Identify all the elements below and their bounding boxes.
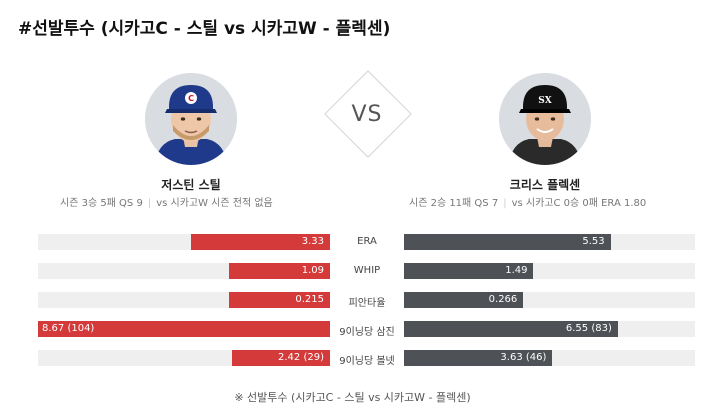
stat-label: 피안타율 xyxy=(348,298,386,309)
svg-text:SX: SX xyxy=(538,96,551,106)
right-player-photo-image: SX xyxy=(499,73,591,165)
stat-row-batting-avg-against: 0.215 피안타율 0.266 xyxy=(38,292,695,309)
left-season-record: 시즌 3승 5패 QS 9 xyxy=(60,198,143,209)
left-stat-bar: 3.33 xyxy=(191,234,330,250)
left-stat-value: 1.09 xyxy=(301,265,324,276)
right-vs-record: vs 시카고C 0승 0패 ERA 1.80 xyxy=(511,198,647,209)
left-player-photo: C xyxy=(145,73,237,165)
left-bar-track: 3.33 xyxy=(38,234,330,250)
record-separator: | xyxy=(147,198,152,209)
left-stat-value: 2.42 (29) xyxy=(278,352,324,363)
stat-label: 9이닝당 볼넷 xyxy=(339,356,395,367)
left-stat-value: 0.215 xyxy=(295,294,324,305)
left-vs-record: vs 시카고W 시즌 전적 없음 xyxy=(156,198,273,209)
right-stat-bar: 1.49 xyxy=(404,263,534,279)
left-bar-track: 1.09 xyxy=(38,263,330,279)
right-bar-track: 6.55 (83) xyxy=(404,321,695,337)
right-stat-value: 0.266 xyxy=(488,294,518,305)
right-player-photo: SX xyxy=(499,73,591,165)
left-player-photo-image: C xyxy=(145,73,237,165)
left-stat-value: 8.67 (104) xyxy=(42,323,95,334)
left-stat-bar: 0.215 xyxy=(229,292,330,308)
svg-text:C: C xyxy=(188,94,194,103)
left-stat-bar: 8.67 (104) xyxy=(38,321,330,337)
left-bar-track: 8.67 (104) xyxy=(38,321,330,337)
left-stat-value: 3.33 xyxy=(301,236,324,247)
left-bar-track: 2.42 (29) xyxy=(38,350,330,366)
right-bar-track: 1.49 xyxy=(404,263,695,279)
left-stat-bar: 1.09 xyxy=(229,263,330,279)
right-player-record: 시즌 2승 11패 QS 7 | vs 시카고C 0승 0패 ERA 1.80 xyxy=(409,194,646,209)
stat-label: WHIP xyxy=(353,265,381,276)
right-bar-track: 0.266 xyxy=(404,292,695,308)
stat-row-era: 3.33 ERA 5.53 xyxy=(38,234,695,250)
right-stat-value: 6.55 (83) xyxy=(565,323,612,334)
footnote: ※ 선발투수 (시카고C - 스틸 vs 시카고W - 플렉센) xyxy=(234,391,471,404)
stat-label: 9이닝당 삼진 xyxy=(339,327,395,338)
right-stat-value: 3.63 (46) xyxy=(500,352,547,363)
right-stat-bar: 0.266 xyxy=(404,292,524,308)
stat-row-whip: 1.09 WHIP 1.49 xyxy=(38,263,695,279)
right-bar-track: 5.53 xyxy=(404,234,695,250)
stat-row-k9: 8.67 (104) 9이닝당 삼진 6.55 (83) xyxy=(38,321,695,338)
right-season-record: 시즌 2승 11패 QS 7 xyxy=(409,198,499,209)
page-title: #선발투수 (시카고C - 스틸 vs 시카고W - 플렉센) xyxy=(18,19,391,39)
stat-label: ERA xyxy=(357,236,377,247)
right-stat-bar: 3.63 (46) xyxy=(404,350,553,366)
left-player-name[interactable]: 저스틴 스틸 xyxy=(161,178,221,192)
right-stat-bar: 5.53 xyxy=(404,234,611,250)
right-stat-value: 5.53 xyxy=(582,236,605,247)
right-player-name[interactable]: 크리스 플렉센 xyxy=(509,178,581,192)
right-bar-track: 3.63 (46) xyxy=(404,350,695,366)
right-stat-value: 1.49 xyxy=(505,265,528,276)
record-separator: | xyxy=(503,198,507,209)
left-bar-track: 0.215 xyxy=(38,292,330,308)
right-stat-bar: 6.55 (83) xyxy=(404,321,618,337)
left-stat-bar: 2.42 (29) xyxy=(232,350,330,366)
stat-row-bb9: 2.42 (29) 9이닝당 볼넷 3.63 (46) xyxy=(38,350,695,367)
left-player-record: 시즌 3승 5패 QS 9 | vs 시카고W 시즌 전적 없음 xyxy=(60,194,273,209)
vs-label: VS xyxy=(351,102,383,127)
